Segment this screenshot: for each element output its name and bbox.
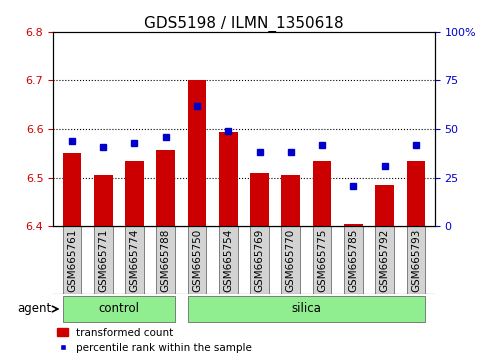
FancyBboxPatch shape bbox=[282, 226, 300, 295]
FancyBboxPatch shape bbox=[219, 226, 238, 295]
Text: silica: silica bbox=[292, 303, 321, 315]
Bar bbox=[156, 149, 175, 226]
FancyBboxPatch shape bbox=[62, 226, 81, 295]
Bar bbox=[313, 161, 331, 226]
Text: GSM665775: GSM665775 bbox=[317, 229, 327, 292]
Bar bbox=[344, 224, 363, 226]
Text: GSM665770: GSM665770 bbox=[286, 229, 296, 292]
Bar bbox=[94, 175, 113, 226]
Text: GSM665792: GSM665792 bbox=[380, 229, 390, 292]
FancyBboxPatch shape bbox=[375, 226, 394, 295]
Bar bbox=[187, 80, 206, 226]
Text: GSM665785: GSM665785 bbox=[348, 229, 358, 292]
Text: GSM665754: GSM665754 bbox=[223, 229, 233, 292]
Bar bbox=[62, 153, 81, 226]
FancyBboxPatch shape bbox=[156, 226, 175, 295]
Text: GSM665771: GSM665771 bbox=[98, 229, 108, 292]
FancyBboxPatch shape bbox=[94, 226, 113, 295]
Bar bbox=[375, 185, 394, 226]
Bar bbox=[125, 161, 144, 226]
FancyBboxPatch shape bbox=[407, 226, 426, 295]
FancyBboxPatch shape bbox=[187, 296, 426, 322]
Text: agent: agent bbox=[17, 303, 52, 315]
Text: GSM665761: GSM665761 bbox=[67, 229, 77, 292]
Bar bbox=[250, 173, 269, 226]
Text: GSM665774: GSM665774 bbox=[129, 229, 140, 292]
Text: GSM665750: GSM665750 bbox=[192, 229, 202, 292]
FancyBboxPatch shape bbox=[250, 226, 269, 295]
Text: GSM665788: GSM665788 bbox=[161, 229, 170, 292]
Bar bbox=[282, 175, 300, 226]
FancyBboxPatch shape bbox=[344, 226, 363, 295]
Title: GDS5198 / ILMN_1350618: GDS5198 / ILMN_1350618 bbox=[144, 16, 344, 32]
Bar bbox=[219, 132, 238, 226]
Bar bbox=[407, 161, 426, 226]
Legend: transformed count, percentile rank within the sample: transformed count, percentile rank withi… bbox=[53, 324, 256, 354]
FancyBboxPatch shape bbox=[313, 226, 331, 295]
FancyBboxPatch shape bbox=[125, 226, 144, 295]
Text: GSM665793: GSM665793 bbox=[411, 229, 421, 292]
Text: GSM665769: GSM665769 bbox=[255, 229, 265, 292]
FancyBboxPatch shape bbox=[187, 226, 206, 295]
Text: control: control bbox=[99, 303, 139, 315]
FancyBboxPatch shape bbox=[62, 296, 175, 322]
